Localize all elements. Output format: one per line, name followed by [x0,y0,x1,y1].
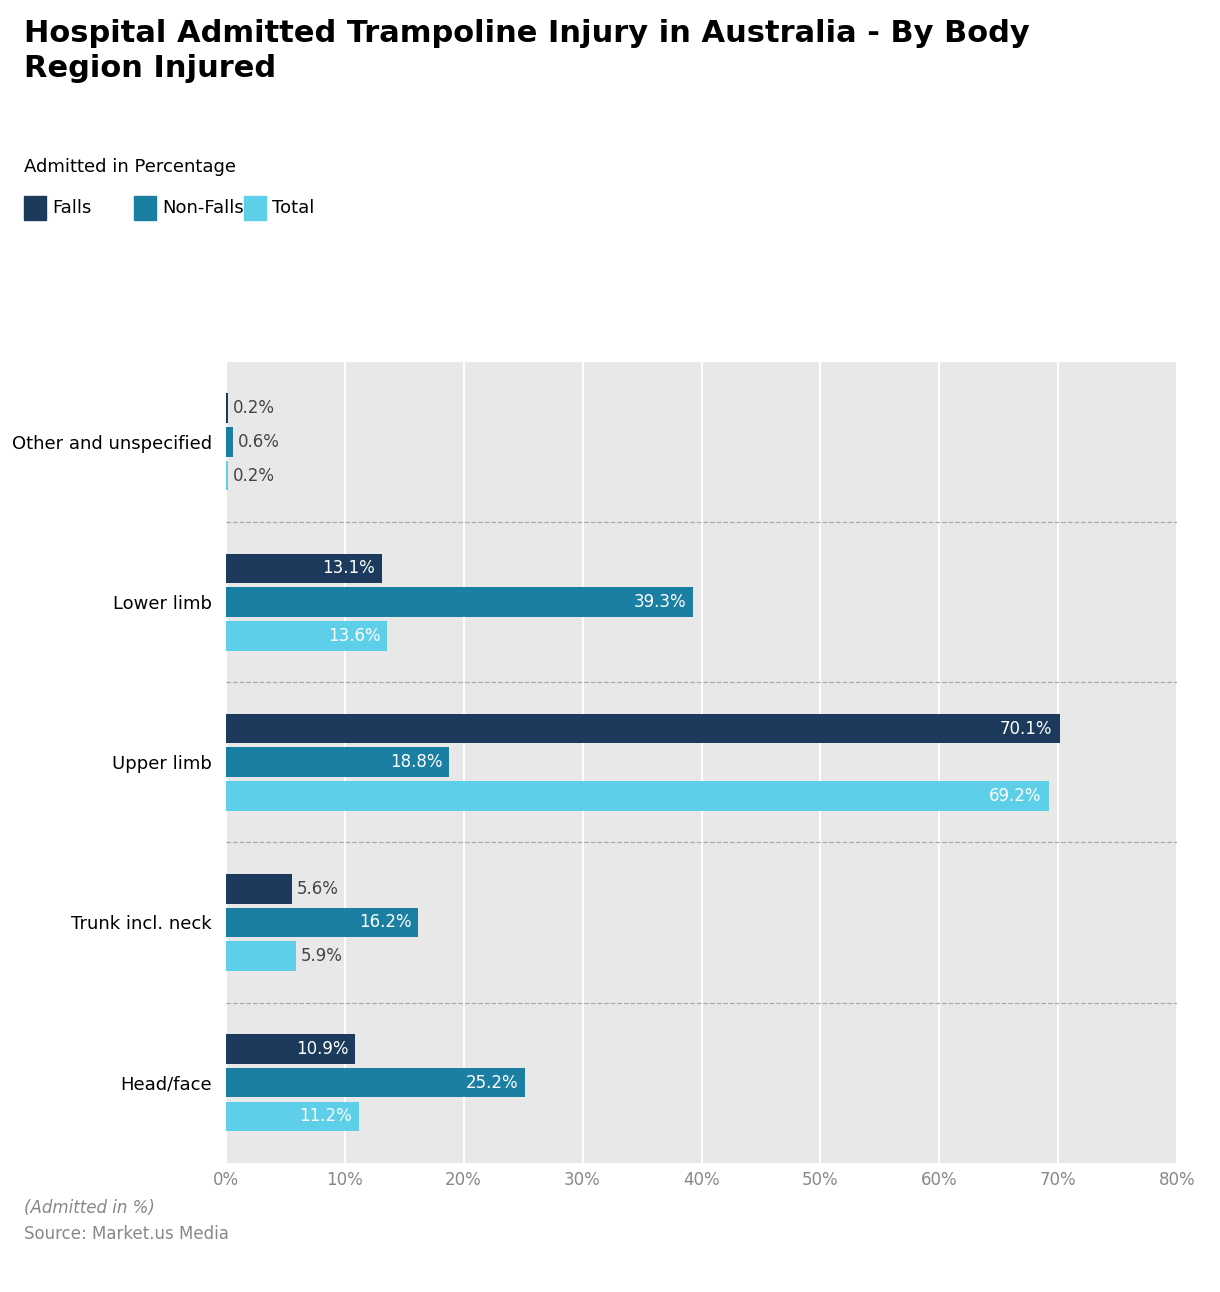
Bar [226,428,233,456]
Text: Source: Market.us Media: Source: Market.us Media [24,1225,229,1243]
Text: 13.6%: 13.6% [328,627,381,645]
Text: Admitted in Percentage: Admitted in Percentage [24,158,237,176]
Bar [226,588,693,616]
Text: Falls: Falls [52,199,92,217]
Text: 0.6%: 0.6% [238,433,279,451]
Text: 16.2%: 16.2% [359,913,411,932]
Text: Non-Falls: Non-Falls [162,199,244,217]
Bar [226,908,418,937]
Text: 0.2%: 0.2% [233,399,274,417]
Text: 5.9%: 5.9% [300,947,343,965]
Bar [226,875,293,903]
Bar [226,1102,359,1130]
Text: 10.9%: 10.9% [295,1040,348,1058]
Text: (Admitted in %): (Admitted in %) [24,1199,155,1217]
Text: 11.2%: 11.2% [299,1107,351,1125]
Text: Hospital Admitted Trampoline Injury in Australia - By Body
Region Injured: Hospital Admitted Trampoline Injury in A… [24,19,1030,83]
Bar [226,942,296,970]
Text: 25.2%: 25.2% [466,1074,518,1092]
Bar [226,748,449,776]
Bar [226,1035,355,1063]
Bar [226,461,228,490]
Text: 0.2%: 0.2% [233,466,274,484]
Bar [226,1068,526,1097]
Bar [226,394,228,422]
Bar [226,621,388,650]
Text: 5.6%: 5.6% [298,880,339,898]
Text: Total: Total [272,199,315,217]
Text: 13.1%: 13.1% [322,559,375,578]
Text: 39.3%: 39.3% [633,593,686,611]
Bar [226,714,1059,743]
Text: 70.1%: 70.1% [1000,720,1053,738]
Bar [226,782,1049,810]
Bar [226,554,382,583]
Text: 69.2%: 69.2% [989,787,1042,805]
Text: 18.8%: 18.8% [389,753,442,771]
